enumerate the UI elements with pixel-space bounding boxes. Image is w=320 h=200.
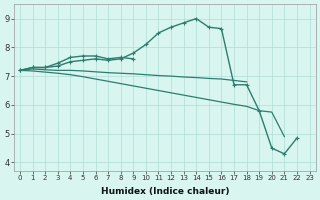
X-axis label: Humidex (Indice chaleur): Humidex (Indice chaleur) <box>100 187 229 196</box>
